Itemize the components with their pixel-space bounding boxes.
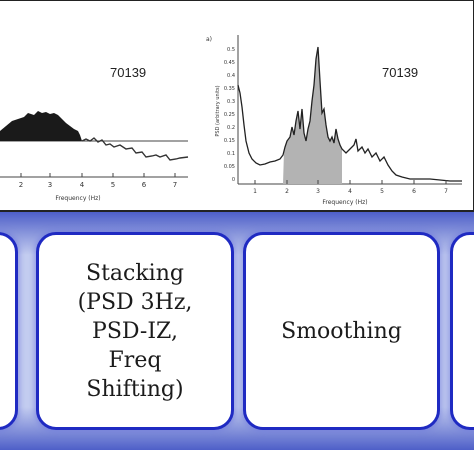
right-plot-x-tick-label: 7: [444, 188, 448, 195]
right-plot-x-tick-label: 1: [253, 188, 257, 195]
right-plot-series-label: 70139: [382, 65, 418, 80]
left-plot-x-tick-label: 6: [142, 181, 147, 189]
stacking-step-label: Stacking (PSD 3Hz, PSD-IZ, Freq Shifting…: [77, 260, 193, 402]
left-plot-x-tick-label: 2: [19, 181, 23, 189]
processing-steps-panel: Stacking (PSD 3Hz, PSD-IZ, Freq Shifting…: [0, 212, 474, 474]
left-plot-x-tick-label: 5: [111, 181, 115, 189]
right-psd-plot: a) PSD (arbitrary units) 0.5 0.45 0.4 0.…: [206, 35, 462, 206]
right-plot-y-tick-label: 0.25: [224, 112, 235, 118]
right-plot-shaded-band: [283, 47, 342, 184]
right-plot-y-tick-label: 0.4: [227, 73, 235, 79]
spectrum-plots-svg: 2 3 4 5 6 7 Frequency (Hz) 70139 a) PSD …: [0, 35, 462, 206]
previous-step-box: [0, 232, 18, 430]
right-plot-y-tick-label: 0.1: [227, 151, 235, 157]
spectrum-plots-panel: 2 3 4 5 6 7 Frequency (Hz) 70139 a) PSD …: [0, 0, 474, 212]
right-plot-y-tick-label: 0.35: [224, 86, 235, 92]
left-plot-curve: [81, 137, 189, 161]
right-plot-x-tick-label: 5: [380, 188, 384, 195]
right-plot-y-tick-label: 0.05: [224, 164, 235, 170]
left-psd-plot: 2 3 4 5 6 7 Frequency (Hz) 70139: [0, 65, 189, 202]
right-plot-y-tick-label: 0.15: [224, 138, 235, 144]
next-step-box: [450, 232, 474, 430]
right-plot-tick-marks: [254, 180, 447, 184]
right-plot-y-tick-label: 0.3: [227, 99, 235, 105]
right-plot-y-tick-label: 0.5: [227, 47, 235, 53]
left-plot-series-label: 70139: [110, 65, 146, 80]
right-plot-curve: [237, 46, 462, 182]
left-plot-x-tick-label: 3: [48, 181, 52, 189]
smoothing-step-label: Smoothing: [281, 318, 402, 344]
right-plot-panel-letter: a): [206, 36, 212, 43]
right-plot-x-tick-label: 2: [285, 188, 289, 195]
right-plot-y-tick-label: 0: [232, 177, 235, 183]
right-plot-x-tick-label: 6: [412, 188, 416, 195]
right-plot-y-tick-label: 0.45: [224, 60, 235, 66]
right-plot-y-tick-label: 0.2: [227, 125, 235, 131]
left-plot-x-tick-label: 7: [173, 181, 177, 189]
left-plot-x-axis-label: Frequency (Hz): [55, 195, 100, 202]
stacking-step-box: Stacking (PSD 3Hz, PSD-IZ, Freq Shifting…: [36, 232, 234, 430]
right-plot-x-axis-label: Frequency (Hz): [322, 199, 367, 206]
left-plot-filled-band: [0, 111, 82, 141]
right-plot-x-tick-label: 3: [316, 188, 320, 195]
left-plot-x-tick-label: 4: [80, 181, 85, 189]
right-plot-y-axis-label: PSD (arbitrary units): [215, 85, 221, 136]
left-plot-tick-marks: [20, 173, 176, 177]
smoothing-step-box: Smoothing: [243, 232, 440, 430]
right-plot-x-tick-label: 4: [348, 188, 352, 195]
